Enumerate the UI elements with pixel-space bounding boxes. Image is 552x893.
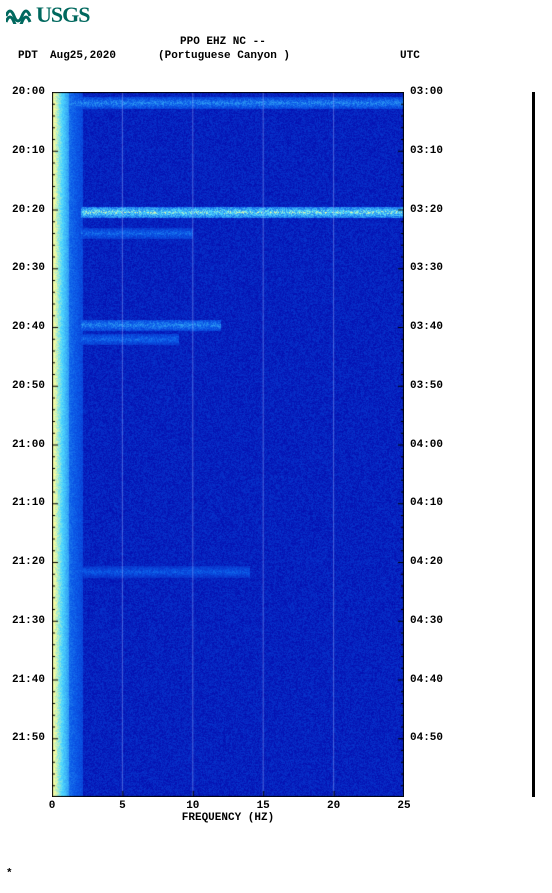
freq-tick: 15 (257, 800, 270, 812)
pdt-tick: 20:10 (12, 145, 45, 157)
spectrogram-plot (52, 92, 404, 797)
pdt-tick: 20:20 (12, 204, 45, 216)
utc-tick: 04:00 (410, 439, 443, 451)
utc-tick: 03:20 (410, 204, 443, 216)
pdt-tick: 21:20 (12, 556, 45, 568)
utc-tick: 04:30 (410, 615, 443, 627)
location-line: (Portuguese Canyon ) (158, 50, 290, 62)
usgs-logo: USGS (6, 2, 89, 30)
freq-tick: 20 (327, 800, 340, 812)
freq-tick: 10 (186, 800, 199, 812)
utc-tick: 03:50 (410, 380, 443, 392)
footer-mark: * (6, 868, 13, 880)
logo-text: USGS (36, 2, 89, 27)
utc-tick: 03:10 (410, 145, 443, 157)
pdt-tick: 21:40 (12, 674, 45, 686)
pdt-tick: 21:30 (12, 615, 45, 627)
frequency-axis-label: FREQUENCY (HZ) (52, 812, 404, 824)
utc-tick: 03:40 (410, 321, 443, 333)
spectrogram-canvas (52, 92, 404, 797)
freq-tick: 0 (49, 800, 56, 812)
freq-tick: 25 (397, 800, 410, 812)
pdt-tick: 21:50 (12, 732, 45, 744)
station-line: PPO EHZ NC -- (180, 36, 266, 48)
pdt-label: PDT (18, 50, 38, 62)
utc-tick: 04:50 (410, 732, 443, 744)
pdt-tick: 21:10 (12, 497, 45, 509)
usgs-wave-icon (6, 4, 34, 30)
date-label: Aug25,2020 (50, 50, 116, 62)
pdt-tick: 20:00 (12, 86, 45, 98)
pdt-tick: 20:40 (12, 321, 45, 333)
pdt-tick: 21:00 (12, 439, 45, 451)
pdt-tick: 20:50 (12, 380, 45, 392)
pdt-tick: 20:30 (12, 262, 45, 274)
utc-tick: 04:10 (410, 497, 443, 509)
utc-tick: 04:20 (410, 556, 443, 568)
colorbar-strip (532, 92, 535, 797)
utc-label: UTC (400, 50, 420, 62)
utc-tick: 03:30 (410, 262, 443, 274)
freq-tick: 5 (119, 800, 126, 812)
utc-tick: 04:40 (410, 674, 443, 686)
utc-tick: 03:00 (410, 86, 443, 98)
